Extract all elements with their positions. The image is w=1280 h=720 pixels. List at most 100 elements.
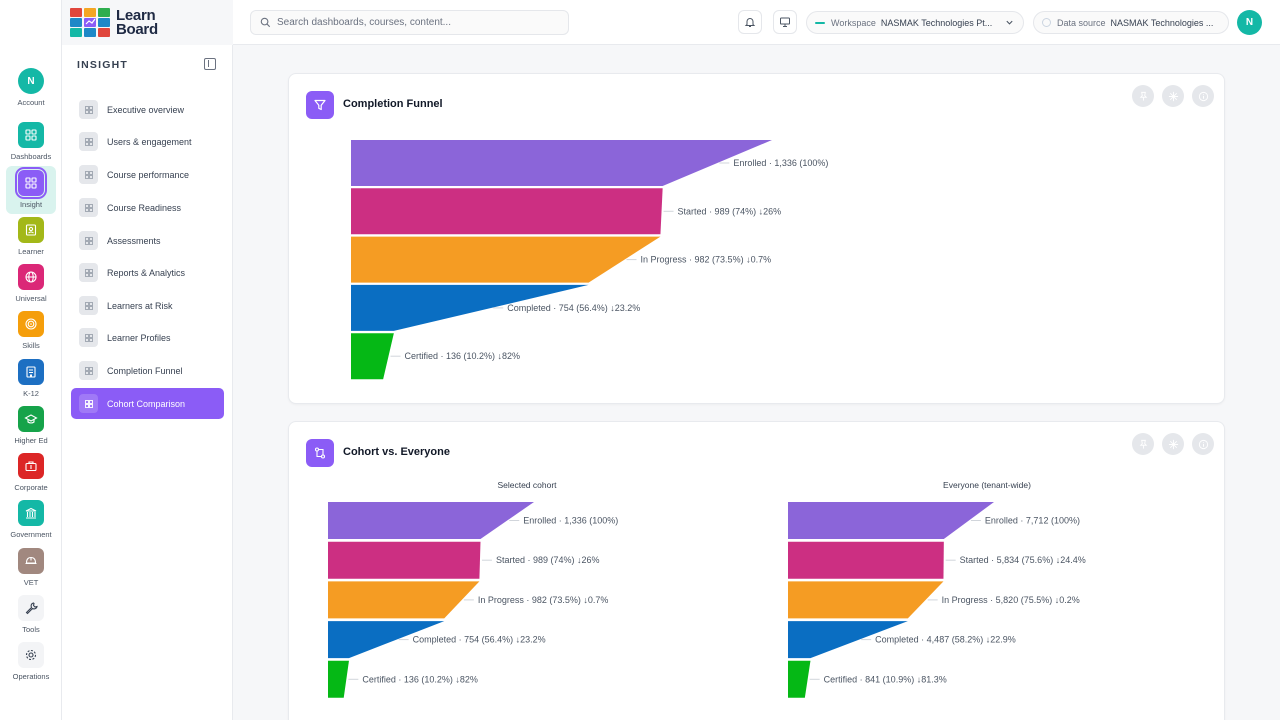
datasource-key: Data source [1057,17,1106,28]
bell-icon [744,18,756,27]
funnel-bar-started[interactable] [328,541,481,579]
workspace-icon [815,21,825,24]
rail-label: Government [10,530,52,539]
notifications-button[interactable] [738,10,762,34]
completion-funnel-card: Completion Funnel Enrolled · 1,336 (100%… [288,73,1225,404]
layout-grid-icon [79,100,98,119]
checklist-icon [79,198,98,217]
rail-label: VET [23,578,39,587]
funnel-label-started: Started · 989 (74%) ↓26% [678,206,782,216]
sidebar-item-learners-at-risk[interactable]: Learners at Risk [71,290,224,321]
ai-insight-button[interactable] [1162,85,1184,107]
rail-item-k-12[interactable]: K-12 [0,359,62,398]
completion-funnel-chart: Enrolled · 1,336 (100%) Started · 989 (74… [351,140,828,380]
workspace-value: NASMAK Technologies Pt... [880,17,993,28]
info-button[interactable] [1192,85,1214,107]
workspace-key: Workspace [831,17,876,28]
school-icon [18,359,44,385]
workspace-selector[interactable]: Workspace NASMAK Technologies Pt... [806,11,1024,34]
funnel-bar-certified[interactable] [328,660,349,698]
rail-item-universal[interactable]: Universal [0,264,62,303]
sidebar-item-label: Course performance [107,169,190,180]
funnel-bar-in-progress[interactable] [328,581,480,619]
display-button[interactable] [773,10,797,34]
sidebar-item-reports-analytics[interactable]: Reports & Analytics [71,257,224,288]
info-button[interactable] [1192,433,1214,455]
sidebar-item-completion-funnel[interactable]: Completion Funnel [71,355,224,386]
user-avatar[interactable]: N [1237,10,1262,35]
pin-button[interactable] [1132,85,1154,107]
sidebar-item-users-engagement[interactable]: Users & engagement [71,126,224,157]
logo-mark-icon [70,8,114,38]
datasource-selector[interactable]: Data source NASMAK Technologies ... [1033,11,1229,34]
funnel-label-enrolled: Enrolled · 7,712 (100%) [985,516,1080,526]
briefcase-icon [18,453,44,479]
rail-item-vet[interactable]: VET [0,548,62,587]
rail-item-higher-ed[interactable]: Higher Ed [0,406,62,445]
funnel-bar-in-progress[interactable] [788,581,944,619]
funnel-label-enrolled: Enrolled · 1,336 (100%) [733,158,828,168]
rail-item-account[interactable]: N Account [0,68,62,107]
pin-icon [1139,439,1147,449]
info-icon [1198,91,1208,101]
sidebar-item-course-performance[interactable]: Course performance [71,159,224,190]
book-icon [79,165,98,184]
app-rail: N Account Dashboards Insight Learner Universa… [0,0,62,720]
rail-label: Account [17,98,45,107]
cohort-comparison-card: Cohort vs. Everyone Selected cohort Ever… [288,421,1225,720]
sidebar-item-label: Reports & Analytics [107,267,186,278]
sidebar-item-label: Completion Funnel [107,365,183,376]
cohort-left-title: Selected cohort [497,480,557,490]
funnel-bar-in-progress[interactable] [351,236,661,283]
funnel-bar-enrolled[interactable] [788,502,994,539]
sidebar-item-executive-overview[interactable]: Executive overview [71,94,224,125]
sidebar-item-label: Learners at Risk [107,300,173,311]
funnel-bar-enrolled[interactable] [351,140,772,186]
rail-item-government[interactable]: Government [0,500,62,539]
top-bar: Workspace NASMAK Technologies Pt... Data… [233,0,1280,45]
funnel-bar-completed[interactable] [351,284,589,331]
sidebar-item-label: Course Readiness [107,202,182,213]
search-box[interactable] [250,10,569,35]
pin-button[interactable] [1132,433,1154,455]
rail-item-dashboards[interactable]: Dashboards [0,122,62,161]
chevron-down-icon [1006,20,1013,25]
sidebar-item-label: Learner Profiles [107,332,171,343]
learner-icon [18,217,44,243]
funnel-bar-started[interactable] [351,188,663,235]
sidebar-item-assessments[interactable]: Assessments [71,225,224,256]
funnel-bar-completed[interactable] [328,621,445,659]
funnel-label-in-progress: In Progress · 982 (73.5%) ↓0.7% [478,595,609,605]
graduation-cap-icon [18,406,44,432]
funnel-label-completed: Completed · 4,487 (58.2%) ↓22.9% [875,635,1016,645]
rail-item-insight[interactable]: Insight [0,166,62,214]
rail-item-operations[interactable]: Operations [0,642,62,681]
funnel-label-completed: Completed · 754 (56.4%) ↓23.2% [507,303,640,313]
monitor-icon [780,17,790,27]
ai-insight-button[interactable] [1162,433,1184,455]
rail-item-tools[interactable]: Tools [0,595,62,634]
card-title: Completion Funnel [343,98,443,110]
sparkle-icon [1168,439,1178,449]
funnel-bar-completed[interactable] [788,621,908,659]
sidebar-item-cohort-comparison[interactable]: Cohort Comparison [71,388,224,419]
sidebar-item-learner-profiles[interactable]: Learner Profiles [71,322,224,353]
sidebar-item-label: Cohort Comparison [107,398,186,409]
id-card-icon [79,328,98,347]
building-icon [18,500,44,526]
datasource-icon [1042,18,1051,27]
rail-item-skills[interactable]: Skills [0,311,62,350]
funnel-bar-enrolled[interactable] [328,502,534,539]
shield-alert-icon [79,296,98,315]
learnboard-logo[interactable]: Learn Board [70,7,166,39]
sidebar-collapse-icon[interactable] [204,58,216,70]
dashboards-icon [18,122,44,148]
rail-item-corporate[interactable]: Corporate [0,453,62,492]
funnel-bar-started[interactable] [788,541,944,579]
card-title: Cohort vs. Everyone [343,446,450,458]
funnel-bar-certified[interactable] [788,660,811,698]
search-input[interactable] [277,17,557,28]
rail-item-learner[interactable]: Learner [0,217,62,256]
sidebar-item-course-readiness[interactable]: Course Readiness [71,192,224,223]
funnel-bar-certified[interactable] [351,333,394,380]
